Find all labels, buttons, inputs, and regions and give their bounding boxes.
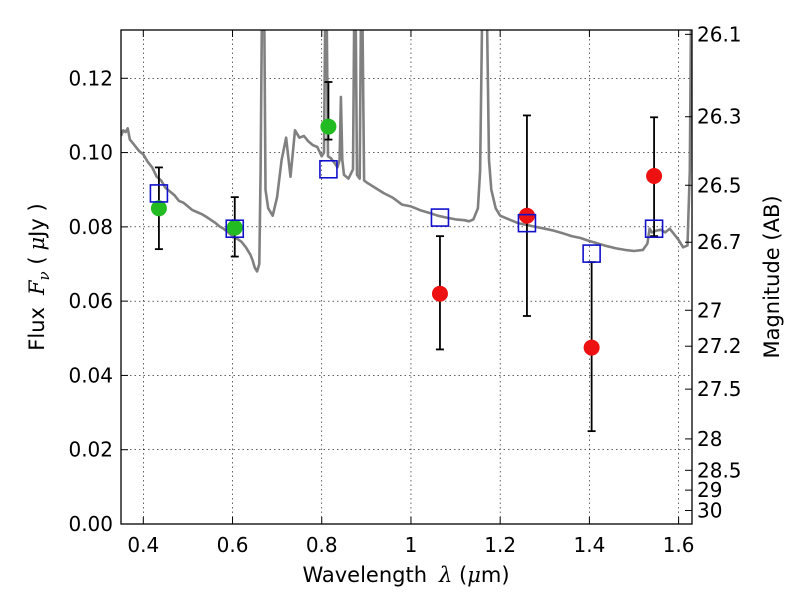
detection-point <box>320 118 337 135</box>
x-tick-label: 1.2 <box>484 533 516 557</box>
magnitude-tick-label: 28 <box>697 427 722 451</box>
model-photometry-square <box>582 244 601 263</box>
y-axis-label: FluxFν (μJy ) <box>25 203 53 350</box>
x-tick-label: 0.4 <box>127 533 159 557</box>
tick-marks <box>121 30 692 525</box>
x-axis-label: Wavelength λ (μm) <box>302 563 509 587</box>
x-tick-labels: 0.4 0.6 0.8 1 1.2 1.4 1.6 <box>127 533 694 557</box>
detection-point <box>150 200 167 217</box>
y-tick-label: 0.08 <box>68 215 113 239</box>
x-tick-label: 0.8 <box>306 533 338 557</box>
plot-area <box>121 30 692 433</box>
model-spectrum-line <box>121 30 692 273</box>
upper-limit-point <box>646 167 663 184</box>
magnitude-tick-label: 26.7 <box>697 230 742 254</box>
magnitude-tick-label: 27 <box>697 298 722 322</box>
magnitude-axis-label: Magnitude (AB) <box>760 195 784 358</box>
y-tick-labels: 0.00 0.02 0.04 0.06 0.08 0.10 0.12 <box>68 66 113 536</box>
model-photometry-square <box>517 213 537 233</box>
y-tick-label: 0.06 <box>68 289 113 313</box>
magnitude-tick-label: 26.3 <box>697 105 742 129</box>
model-photometry-square <box>225 219 245 239</box>
x-tick-label: 1 <box>405 533 418 557</box>
magnitude-tick-label: 29 <box>697 478 722 502</box>
magnitude-tick-label: 26.1 <box>697 22 742 46</box>
magnitude-tick-label: 30 <box>697 499 722 523</box>
detection-point <box>226 219 243 236</box>
model-photometry-square <box>149 184 169 203</box>
x-tick-label: 1.4 <box>573 533 605 557</box>
magnitude-tick-label: 27.2 <box>697 334 742 358</box>
upper-limit-point <box>518 207 535 224</box>
plot-background <box>121 30 692 524</box>
y-tick-label: 0.10 <box>68 141 113 165</box>
model-photometry-square <box>430 208 450 227</box>
upper-limit-point <box>583 339 600 356</box>
x-tick-label: 1.6 <box>663 533 695 557</box>
plot-frame <box>120 29 693 525</box>
upper-limit-point <box>431 285 448 302</box>
magnitude-tick-label: 27.5 <box>697 377 742 401</box>
x-tick-label: 0.6 <box>217 533 249 557</box>
magnitude-tick-label: 26.5 <box>697 173 742 197</box>
y-tick-label: 0.04 <box>68 363 113 387</box>
model-photometry-square <box>644 219 664 239</box>
y-tick-label: 0.00 <box>68 512 113 536</box>
magnitude-tick-label: 28.5 <box>697 458 742 482</box>
model-photometry-square <box>319 159 338 179</box>
y-tick-label: 0.02 <box>68 438 113 462</box>
y-tick-label: 0.12 <box>68 66 113 90</box>
